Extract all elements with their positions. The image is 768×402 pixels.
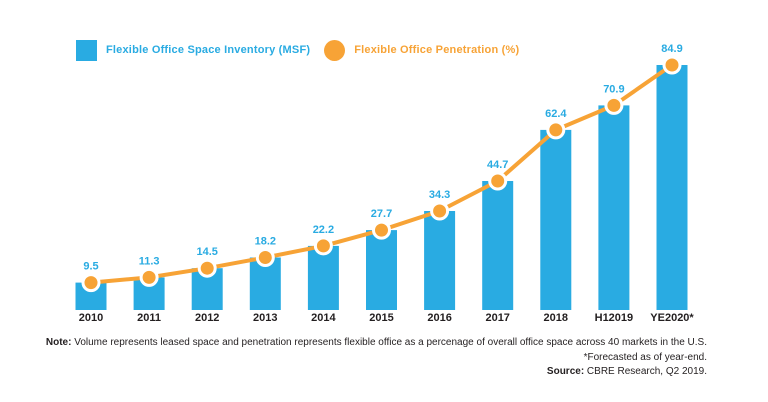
value-label-2015: 27.7	[371, 208, 392, 220]
penetration-legend-label: Flexible Office Penetration (%)	[354, 44, 520, 56]
penetration-marker-2011	[139, 267, 159, 287]
value-label-2018: 62.4	[545, 108, 567, 120]
inventory-legend-label: Flexible Office Space Inventory (MSF)	[106, 44, 311, 56]
inventory-legend-swatch	[76, 39, 97, 61]
source-text: CBRE Research, Q2 2019.	[584, 366, 707, 377]
year-label-2016: 2016	[427, 312, 451, 324]
value-label-2016: 34.3	[429, 189, 450, 201]
year-label-2013: 2013	[253, 312, 277, 324]
legend: Flexible Office Space Inventory (MSF) Fl…	[76, 39, 519, 61]
penetration-marker-2012	[197, 258, 217, 278]
value-label-2017: 44.7	[487, 159, 508, 171]
footnote-note-line: Note: Volume represents leased space and…	[46, 336, 707, 351]
value-label-2010: 9.5	[83, 261, 98, 273]
penetration-marker-2017	[488, 171, 508, 191]
year-label-2011: 2011	[137, 312, 161, 324]
value-label-H12019: 70.9	[603, 83, 624, 95]
penetration-marker-H12019	[604, 95, 624, 115]
bar-2017	[482, 181, 514, 310]
year-label-YE2020*: YE2020*	[650, 312, 694, 324]
footnote-source-line: Source: CBRE Research, Q2 2019.	[46, 365, 707, 380]
bar-2014	[307, 245, 339, 310]
year-label-2018: 2018	[544, 312, 568, 324]
year-label-2010: 2010	[79, 312, 103, 324]
penetration-marker-2016	[430, 201, 450, 221]
penetration-marker-2015	[372, 220, 391, 240]
penetration-marker-2013	[255, 248, 275, 267]
source-label: Source:	[546, 366, 585, 377]
penetration-marker-2018	[546, 120, 566, 140]
year-label-H12019: H12019	[595, 312, 634, 324]
note-text: Volume represents leased space and penet…	[71, 337, 707, 348]
footnote-forecast-line: *Forecasted as of year-end.	[583, 351, 707, 363]
value-label-2014: 22.2	[313, 224, 334, 236]
year-label-2017: 2017	[485, 312, 509, 324]
value-label-2012: 14.5	[196, 246, 217, 258]
bar-2015	[366, 230, 397, 310]
bar-H12019	[598, 105, 630, 311]
penetration-marker-YE2020*	[662, 55, 682, 75]
bar-YE2020*	[656, 65, 688, 310]
bar-2016	[424, 211, 456, 310]
note-label: Note:	[45, 337, 72, 348]
value-label-YE2020*: 84.9	[661, 43, 682, 55]
year-label-2012: 2012	[195, 312, 219, 324]
penetration-legend-swatch	[324, 39, 346, 61]
footnote-block: Note: Volume represents leased space and…	[46, 336, 707, 380]
penetration-marker-2014	[313, 236, 333, 256]
value-label-2013: 18.2	[255, 236, 276, 248]
bar-2018	[540, 129, 572, 310]
penetration-marker-2010	[81, 273, 101, 293]
year-label-2014: 2014	[311, 312, 336, 324]
year-label-2015: 2015	[369, 312, 393, 324]
value-label-2011: 11.3	[139, 255, 160, 267]
